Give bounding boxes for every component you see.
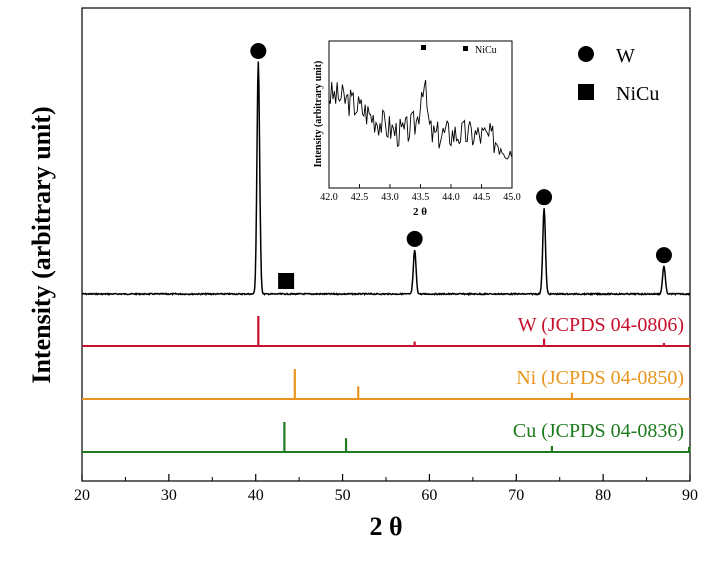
w-peak-marker	[250, 43, 267, 59]
inset-x-tick-label: 45.0	[503, 192, 521, 203]
main-xrd-trace	[81, 61, 691, 297]
inset-x-tick-label: 43.0	[381, 192, 399, 203]
legend-nicu-label: NiCu	[616, 83, 659, 105]
inset-legend-label: NiCu	[475, 45, 497, 56]
legend-nicu-marker	[578, 84, 594, 100]
y-axis-label: Intensity (arbitrary unit)	[27, 106, 56, 383]
inset-frame	[328, 40, 513, 189]
w-peak-marker	[655, 247, 672, 264]
inset-x-tick-label: 43.5	[412, 192, 430, 203]
reference-label: W (JCPDS 04-0806)	[518, 314, 684, 336]
inset-x-label: 2 θ	[413, 206, 427, 218]
inset-xrd-trace	[328, 79, 512, 160]
inset-y-label: Intensity (arbitrary unit)	[313, 61, 324, 168]
reference-patterns: W (JCPDS 04-0806) Ni (JCPDS 04-0850) Cu (J…	[82, 314, 691, 453]
nicu-peak-marker	[278, 273, 295, 289]
x-tick-label: 80	[595, 487, 611, 504]
inset-x-tick-label: 44.5	[473, 192, 491, 203]
x-axis-ticks: 20 30 40 50 60 70 80 90	[74, 474, 698, 504]
x-tick-label: 40	[248, 487, 264, 504]
inset-x-ticks: 42.0 42.5 43.0 43.5 44.0 44.5 45.0	[320, 184, 521, 203]
x-axis-label: 2 θ	[369, 512, 402, 541]
inset-x-tick-label: 42.0	[320, 192, 338, 203]
inset-x-tick-label: 44.0	[442, 192, 460, 203]
legend-w-label: W	[616, 45, 635, 67]
w-peak-marker	[536, 189, 553, 206]
main-legend: W NiCu	[578, 45, 659, 105]
x-tick-label: 50	[335, 487, 351, 504]
inset-x-tick-label: 42.5	[351, 192, 369, 203]
legend-w-marker	[578, 46, 594, 62]
x-tick-label: 20	[74, 487, 90, 504]
w-peak-marker	[406, 230, 423, 247]
x-tick-label: 70	[508, 487, 524, 504]
reference-label: Cu (JCPDS 04-0836)	[513, 420, 684, 442]
x-tick-label: 60	[421, 487, 437, 504]
reference-label: Ni (JCPDS 04-0850)	[516, 367, 684, 389]
inset-peak-marker	[421, 45, 426, 50]
inset-legend-marker	[463, 46, 468, 51]
x-tick-label: 30	[161, 487, 177, 504]
x-tick-label: 90	[682, 487, 698, 504]
inset-chart: 42.0 42.5 43.0 43.5 44.0 44.5 45.0 NiCu 2 θ In…	[313, 40, 521, 218]
main-peak-markers	[250, 43, 672, 289]
